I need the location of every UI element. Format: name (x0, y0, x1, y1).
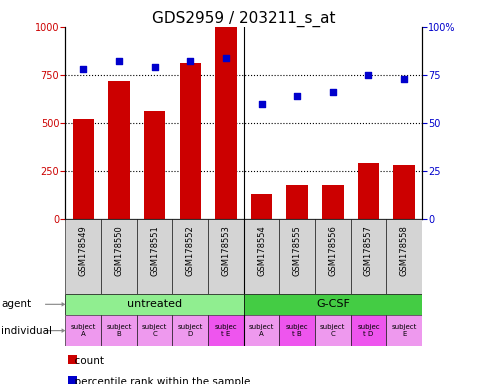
Text: subjec
t E: subjec t E (214, 324, 237, 337)
Bar (215, 27, 236, 219)
Bar (243, 219, 279, 294)
Text: percentile rank within the sample: percentile rank within the sample (68, 377, 250, 384)
Bar (250, 194, 272, 219)
Text: subject
E: subject E (391, 324, 416, 337)
Text: count: count (68, 356, 104, 366)
Point (364, 72, 372, 78)
Text: subject
B: subject B (106, 324, 131, 337)
Text: GSM178550: GSM178550 (114, 225, 123, 276)
Text: G-CSF: G-CSF (315, 299, 349, 310)
Point (293, 93, 301, 99)
Text: GSM178557: GSM178557 (363, 225, 372, 276)
Text: subject
A: subject A (248, 324, 273, 337)
Text: GSM178549: GSM178549 (78, 225, 88, 276)
Text: GSM178555: GSM178555 (292, 225, 301, 276)
Bar (101, 315, 136, 346)
Text: GSM178558: GSM178558 (399, 225, 408, 276)
Bar (172, 219, 208, 294)
Point (79, 66, 87, 72)
Bar (357, 163, 378, 219)
Text: GSM178556: GSM178556 (328, 225, 337, 276)
Point (115, 58, 122, 65)
Text: subject
C: subject C (319, 324, 345, 337)
Point (186, 58, 194, 65)
Text: subjec
t B: subjec t B (285, 324, 308, 337)
Text: subjec
t D: subjec t D (356, 324, 379, 337)
Bar (179, 63, 200, 219)
Text: agent: agent (1, 299, 31, 310)
Bar (243, 294, 421, 315)
Bar (108, 81, 129, 219)
Text: GSM178553: GSM178553 (221, 225, 230, 276)
Bar (101, 219, 136, 294)
Bar (144, 111, 165, 219)
Bar (279, 219, 314, 294)
Bar (243, 315, 279, 346)
Text: subject
A: subject A (71, 324, 96, 337)
Bar (208, 219, 243, 294)
Bar (350, 219, 385, 294)
Point (328, 89, 336, 95)
Bar (314, 219, 350, 294)
Bar (286, 185, 307, 219)
Point (151, 64, 158, 70)
Point (399, 76, 407, 82)
Bar (136, 219, 172, 294)
Bar (73, 119, 94, 219)
Bar (279, 315, 314, 346)
Point (257, 101, 265, 107)
Bar (208, 315, 243, 346)
Bar (136, 315, 172, 346)
Text: individual: individual (1, 326, 52, 336)
Bar (65, 219, 101, 294)
Text: subject
D: subject D (177, 324, 202, 337)
Point (222, 55, 229, 61)
Text: GSM178552: GSM178552 (185, 225, 195, 276)
Bar (350, 315, 385, 346)
Text: untreated: untreated (127, 299, 182, 310)
Bar (65, 315, 101, 346)
Text: subject
C: subject C (142, 324, 167, 337)
Title: GDS2959 / 203211_s_at: GDS2959 / 203211_s_at (151, 11, 335, 27)
Bar (65, 294, 243, 315)
Text: GSM178551: GSM178551 (150, 225, 159, 276)
Bar (385, 219, 421, 294)
Bar (314, 315, 350, 346)
Text: GSM178554: GSM178554 (257, 225, 266, 276)
Bar (321, 185, 343, 219)
Bar (385, 315, 421, 346)
Bar (172, 315, 208, 346)
Bar (393, 165, 414, 219)
